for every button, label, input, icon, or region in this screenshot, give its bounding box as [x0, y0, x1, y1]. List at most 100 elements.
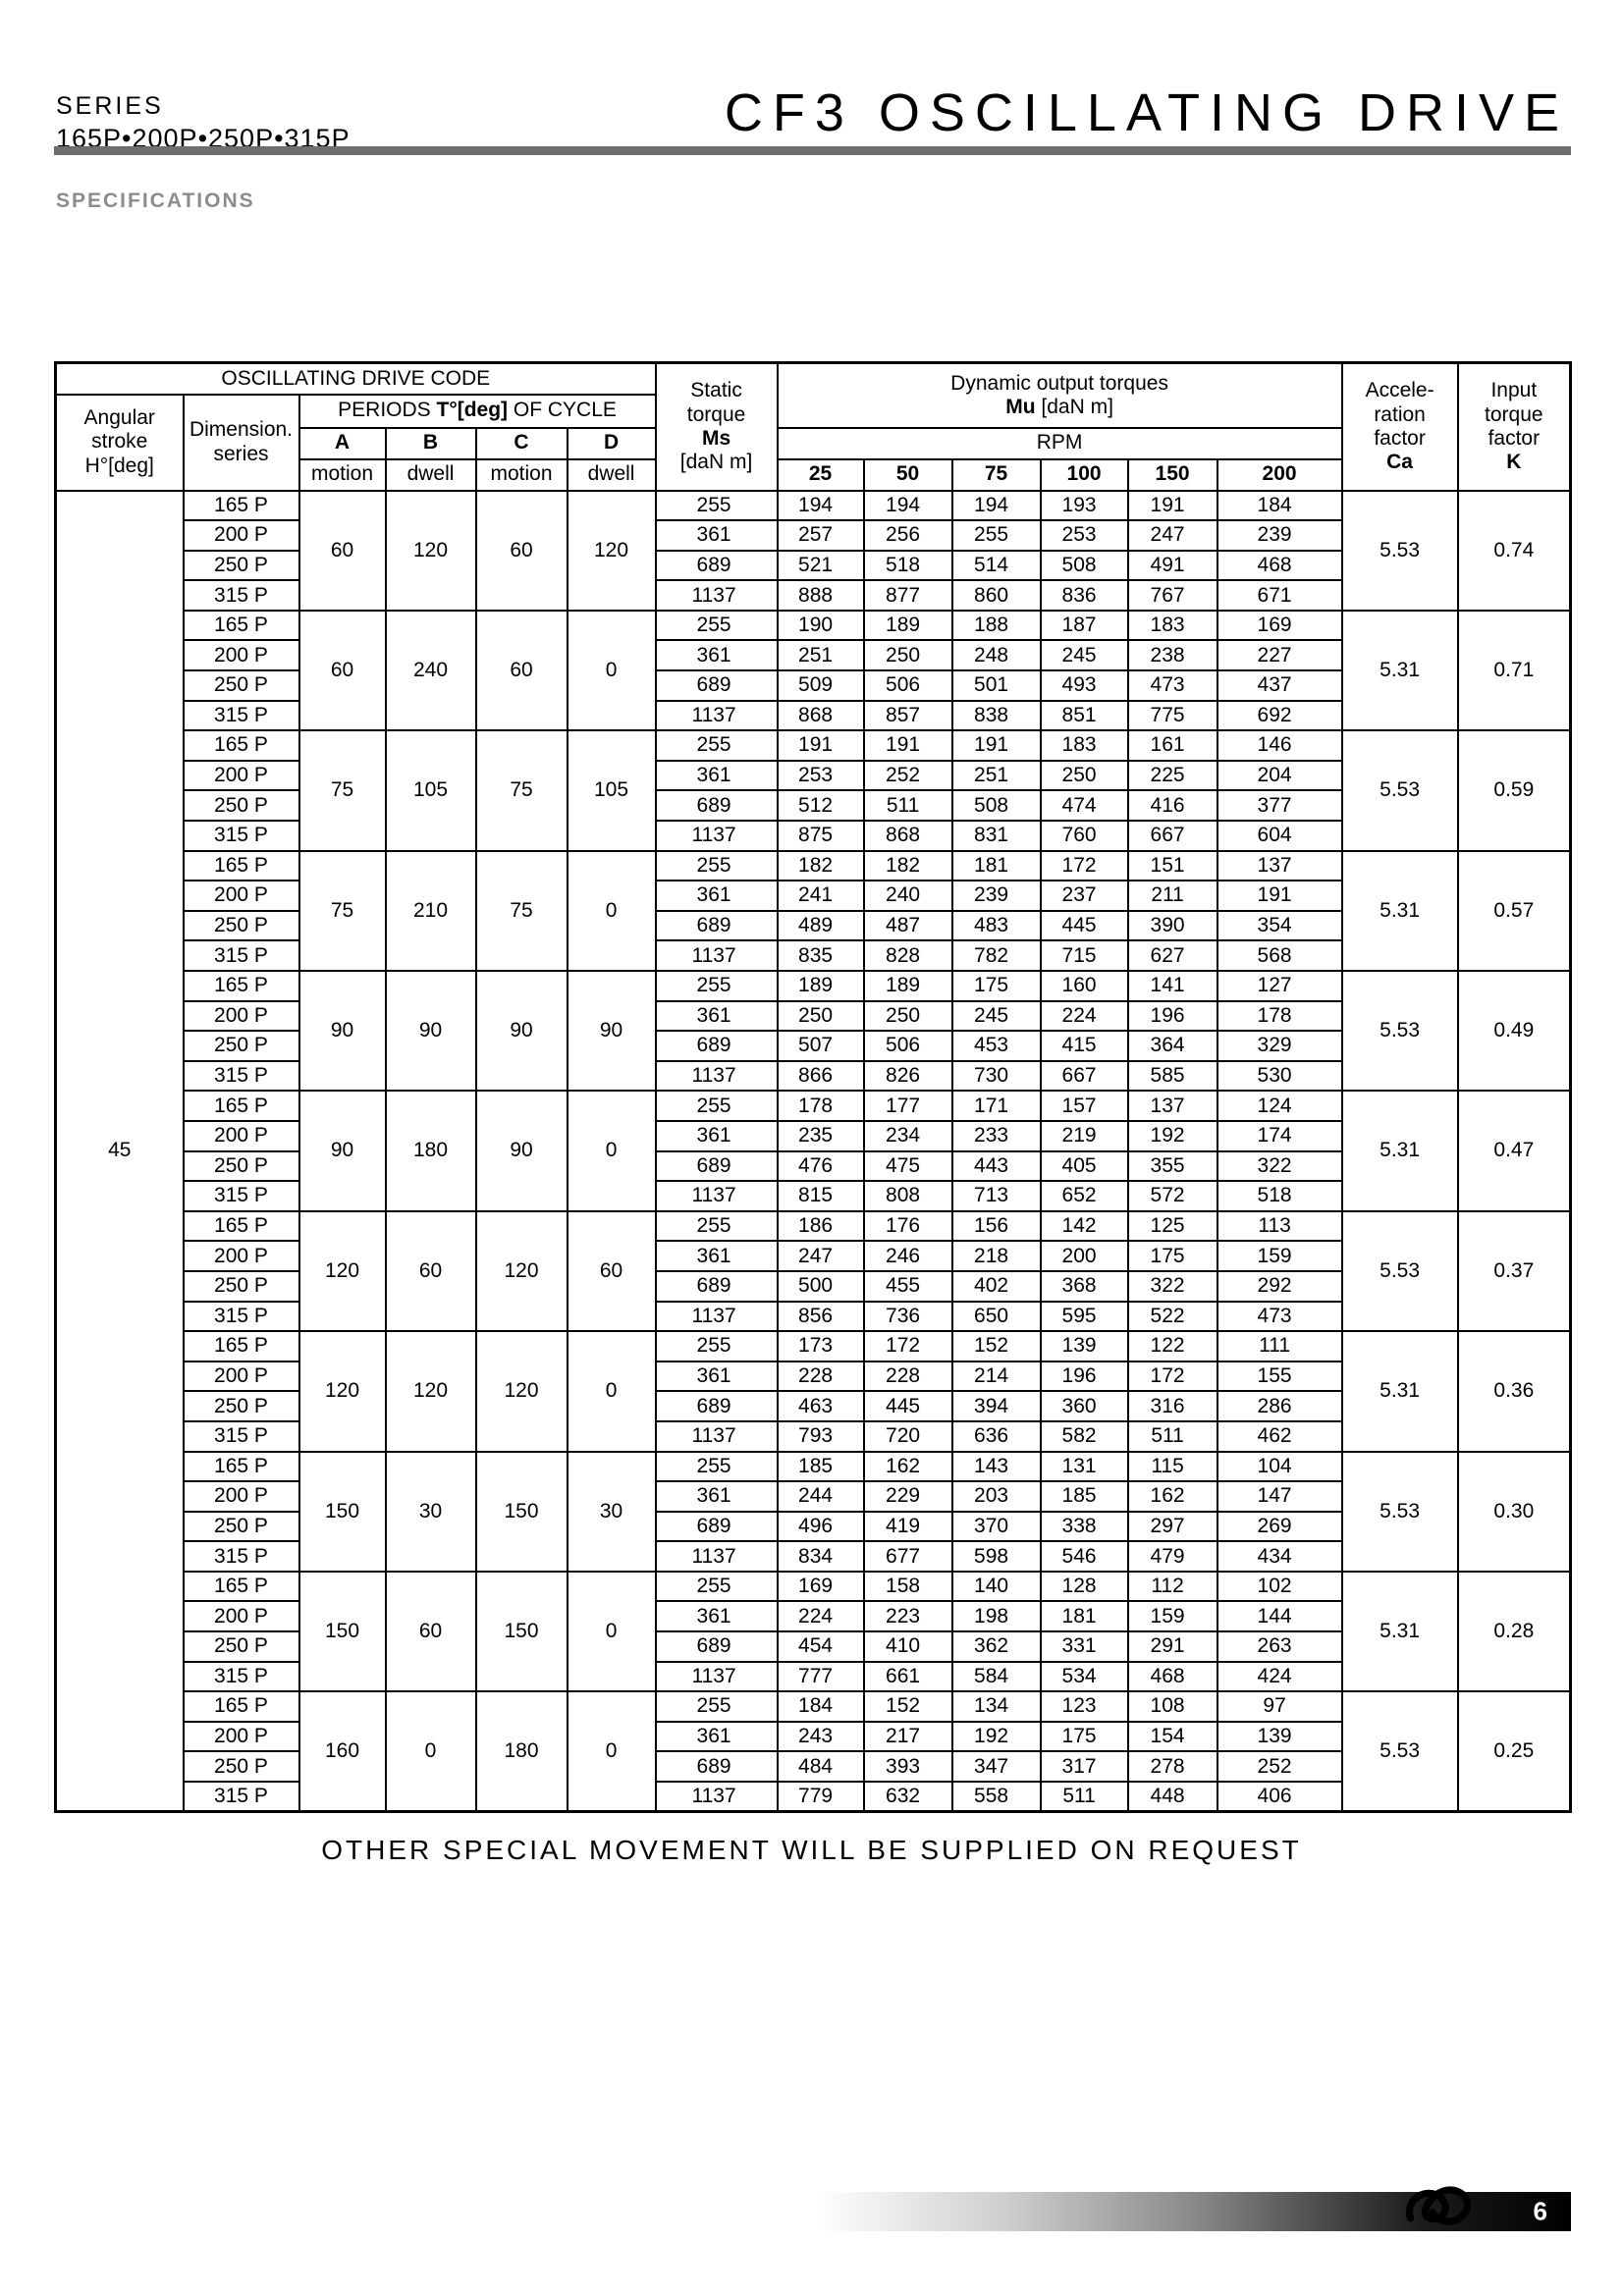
torque-cell-rpm-25: 476: [776, 1149, 865, 1183]
dimension-series-cell: 250 P: [182, 1269, 300, 1303]
static-torque-cell: 689: [654, 909, 779, 942]
torque-cell-rpm-100: 237: [1039, 880, 1129, 912]
torque-cell-rpm-25: 793: [776, 1419, 865, 1453]
torque-cell-rpm-25: 815: [776, 1180, 865, 1212]
period-d-cell: 105: [566, 729, 657, 852]
torque-cell-rpm-100: 405: [1039, 1149, 1129, 1183]
torque-cell-rpm-100: 250: [1039, 759, 1129, 792]
torque-cell-rpm-25: 189: [776, 970, 865, 1002]
torque-cell-rpm-50: 250: [862, 639, 953, 672]
table-row: 200 P 361 235 234 233 219 192 174: [56, 1119, 1571, 1152]
static-torque-cell: 1137: [654, 939, 779, 972]
torque-cell-rpm-75: 255: [950, 519, 1042, 552]
torque-cell-rpm-100: 128: [1039, 1570, 1129, 1603]
dimension-series-cell: 200 P: [182, 1119, 300, 1152]
specifications-table: OSCILLATING DRIVE CODE Static torque Ms …: [54, 361, 1573, 1814]
torque-cell-rpm-50: 189: [862, 609, 953, 642]
table-row: 250 P 689 507 506 453 415 364 329: [56, 1030, 1571, 1062]
torque-cell-rpm-200: 692: [1216, 699, 1343, 732]
torque-cell-rpm-150: 572: [1126, 1180, 1218, 1212]
torque-cell-rpm-25: 184: [776, 1690, 865, 1723]
table-row: 250 P 689 476 475 443 405 355 322: [56, 1149, 1571, 1183]
input-torque-factor-cell: 0.59: [1456, 729, 1572, 852]
static-torque-cell: 255: [654, 1090, 779, 1122]
torque-cell-rpm-75: 248: [950, 639, 1042, 672]
torque-cell-rpm-200: 518: [1216, 1180, 1343, 1212]
torque-cell-rpm-50: 828: [862, 939, 953, 972]
static-torque-cell: 361: [654, 519, 779, 552]
static-torque-cell: 361: [654, 1119, 779, 1152]
dimension-series-cell: 250 P: [182, 909, 300, 942]
static-torque-cell: 255: [654, 849, 779, 882]
dimension-series-cell: 250 P: [182, 549, 300, 582]
torque-cell-rpm-25: 243: [776, 1720, 865, 1753]
torque-cell-rpm-25: 169: [776, 1570, 865, 1603]
torque-cell-rpm-150: 390: [1126, 909, 1218, 942]
static-torque-cell: 255: [654, 1330, 779, 1362]
dimension-series-cell: 200 P: [182, 1360, 300, 1393]
torque-cell-rpm-150: 316: [1126, 1390, 1218, 1422]
dimension-series-cell: 315 P: [182, 699, 300, 732]
acceleration-factor-cell: 5.31: [1340, 849, 1459, 973]
table-row: 250 P 689 512 511 508 474 416 377: [56, 789, 1571, 823]
table-row: 250 P 689 500 455 402 368 322 292: [56, 1269, 1571, 1303]
table-row: 200 P 361 241 240 239 237 211 191: [56, 880, 1571, 912]
torque-cell-rpm-75: 214: [950, 1360, 1042, 1393]
torque-cell-rpm-100: 187: [1039, 609, 1129, 642]
torque-cell-rpm-50: 246: [862, 1240, 953, 1272]
table-row: 165 P 120 60 120 60 255 186 176 156 142 125 113 5.53…: [56, 1209, 1572, 1333]
acceleration-factor-cell: 5.31: [1340, 1330, 1459, 1453]
torque-cell-rpm-100: 131: [1039, 1450, 1129, 1483]
period-b-cell: 210: [384, 849, 477, 973]
period-c-cell: 60: [474, 609, 568, 732]
page-title: CF3 OSCILLATING DRIVE: [724, 83, 1569, 142]
static-torque-cell: 255: [654, 1570, 779, 1603]
torque-cell-rpm-75: 143: [950, 1450, 1042, 1483]
torque-cell-rpm-200: 530: [1216, 1059, 1343, 1093]
dimension-series-cell: 250 P: [182, 1750, 300, 1784]
torque-cell-rpm-50: 720: [862, 1419, 953, 1453]
torque-cell-rpm-75: 156: [950, 1209, 1042, 1243]
table-row: 165 P 75 105 75 105 255 191 191 191 183 161 146 5.53…: [56, 729, 1572, 852]
torque-cell-rpm-100: 317: [1039, 1750, 1129, 1784]
torque-cell-rpm-100: 508: [1039, 549, 1129, 582]
table-row: 315 P 1137 835 828 782 715 627 568: [56, 939, 1571, 972]
table-row: 165 P 90 90 90 90 255 189 189 175 160 141 127 5.53 0.…: [56, 969, 1572, 1093]
torque-cell-rpm-50: 445: [862, 1390, 953, 1422]
dimension-series-cell: 250 P: [182, 1149, 300, 1183]
torque-cell-rpm-150: 479: [1126, 1540, 1218, 1573]
dimension-series-cell: 250 P: [182, 789, 300, 823]
period-c-cell: 75: [474, 729, 568, 852]
dimension-series-cell: 315 P: [182, 1300, 300, 1333]
torque-cell-rpm-75: 730: [950, 1059, 1042, 1093]
angular-stroke-value: 45: [54, 489, 185, 1813]
torque-cell-rpm-75: 370: [950, 1510, 1042, 1543]
torque-cell-rpm-100: 331: [1039, 1630, 1129, 1663]
torque-cell-rpm-50: 189: [862, 970, 953, 1002]
acceleration-factor-cell: 5.53: [1340, 969, 1459, 1093]
torque-cell-rpm-100: 760: [1039, 820, 1129, 852]
torque-cell-rpm-25: 241: [776, 880, 865, 912]
torque-cell-rpm-25: 228: [776, 1360, 865, 1393]
input-torque-factor-cell: 0.36: [1456, 1330, 1572, 1453]
torque-cell-rpm-75: 140: [950, 1570, 1042, 1603]
torque-cell-rpm-200: 147: [1216, 1480, 1343, 1513]
torque-cell-rpm-150: 775: [1126, 699, 1218, 732]
torque-cell-rpm-150: 278: [1126, 1750, 1218, 1784]
table-row: 165 P 75 210 75 0 255 182 182 181 172 151 137 5.31 0.…: [56, 849, 1572, 973]
footer-bar: 6: [815, 2186, 1571, 2231]
torque-cell-rpm-150: 767: [1126, 579, 1218, 612]
torque-cell-rpm-100: 253: [1039, 519, 1129, 552]
torque-cell-rpm-200: 406: [1216, 1781, 1343, 1813]
table-row: 200 P 361 224 223 198 181 159 144: [56, 1600, 1571, 1633]
torque-cell-rpm-75: 347: [950, 1750, 1042, 1784]
torque-cell-rpm-200: 269: [1216, 1510, 1343, 1543]
period-d-cell: 0: [566, 1570, 657, 1693]
acceleration-factor-cell: 5.53: [1340, 729, 1459, 852]
table-row: 315 P 1137 868 857 838 851 775 692: [56, 699, 1571, 732]
period-c-cell: 120: [474, 1209, 568, 1333]
table-row: 250 P 689 454 410 362 331 291 263: [56, 1630, 1571, 1663]
table-row: 250 P 689 521 518 514 508 491 468: [56, 549, 1571, 582]
table-row: 200 P 361 253 252 251 250 225 204: [56, 759, 1571, 792]
torque-cell-rpm-200: 424: [1216, 1660, 1343, 1693]
